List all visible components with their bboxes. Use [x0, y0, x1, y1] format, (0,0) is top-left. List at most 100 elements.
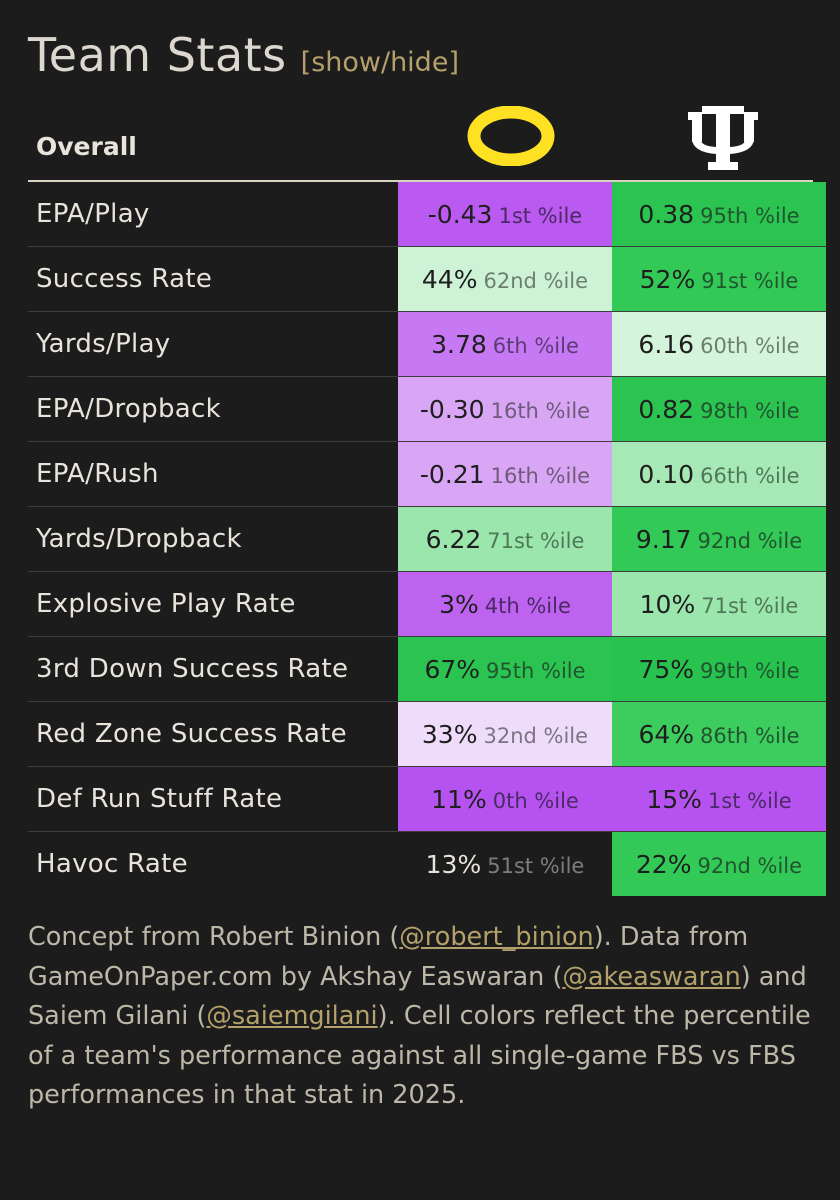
- stats-table: EPA/Play -0.43 1st %ile 0.38 95th %ile Succes…: [28, 182, 826, 896]
- oregon-value-cell: 6.22 71st %ile: [398, 506, 612, 572]
- indiana-value-cell: 0.38 95th %ile: [612, 182, 826, 247]
- oregon-o-logo: [467, 106, 555, 166]
- oregon-value-cell: 3% 4th %ile: [398, 571, 612, 637]
- oregon-value-cell: 3.78 6th %ile: [398, 311, 612, 377]
- stat-value: -0.30: [419, 394, 485, 424]
- show-hide-toggle[interactable]: [show/hide]: [301, 47, 459, 78]
- stat-value: 10%: [639, 589, 696, 619]
- stat-name: EPA/Rush: [28, 441, 398, 507]
- indiana-value-cell: 10% 71st %ile: [612, 571, 826, 637]
- stat-value: 67%: [424, 654, 481, 684]
- indiana-value-cell: 9.17 92nd %ile: [612, 506, 826, 572]
- table-row: 3rd Down Success Rate 67% 95th %ile 75% 99th…: [28, 636, 826, 702]
- footer-note: Concept from Robert Binion (@robert_bini…: [28, 918, 813, 1116]
- indiana-value-cell: 64% 86th %ile: [612, 701, 826, 767]
- table-header: Overall: [28, 100, 813, 180]
- percentile-label: 95th %ile: [486, 658, 586, 683]
- percentile-label: 1st %ile: [498, 203, 583, 228]
- header-divider: [28, 180, 813, 182]
- stat-name: EPA/Dropback: [28, 376, 398, 442]
- stat-name: Def Run Stuff Rate: [28, 766, 398, 832]
- indiana-value-cell: 52% 91st %ile: [612, 246, 826, 312]
- percentile-label: 16th %ile: [490, 463, 591, 488]
- oregon-value-cell: 67% 95th %ile: [398, 636, 612, 702]
- stat-value: 0.38: [638, 199, 695, 229]
- percentile-label: 62nd %ile: [483, 268, 589, 293]
- stat-value: 9.17: [635, 524, 692, 554]
- indiana-value-cell: 22% 92nd %ile: [612, 831, 826, 896]
- indiana-value-cell: 15% 1st %ile: [612, 766, 826, 832]
- stat-name: Explosive Play Rate: [28, 571, 398, 637]
- stat-value: 6.16: [638, 329, 695, 359]
- table-row: Yards/Dropback 6.22 71st %ile 9.17 92nd %ile: [28, 506, 826, 572]
- footer-text-3: ) and Saiem Gilani (: [28, 961, 807, 1032]
- percentile-label: 71st %ile: [487, 528, 585, 553]
- title-row: Team Stats [show/hide]: [28, 28, 459, 84]
- page-title: Team Stats: [28, 28, 287, 82]
- percentile-label: 16th %ile: [490, 398, 591, 423]
- stat-value: 44%: [421, 264, 478, 294]
- table-row: EPA/Rush -0.21 16th %ile 0.10 66th %ile: [28, 441, 826, 507]
- indiana-value-cell: 75% 99th %ile: [612, 636, 826, 702]
- percentile-label: 91st %ile: [701, 268, 799, 293]
- akeaswaran-link[interactable]: @akeaswaran: [562, 961, 741, 992]
- oregon-value-cell: 44% 62nd %ile: [398, 246, 612, 312]
- toggle-open-bracket: [: [300, 47, 312, 78]
- table-row: Havoc Rate 13% 51st %ile 22% 92nd %ile: [28, 831, 826, 896]
- oregon-value-cell: -0.43 1st %ile: [398, 182, 612, 247]
- percentile-label: 51st %ile: [487, 853, 585, 878]
- table-row: Yards/Play 3.78 6th %ile 6.16 60th %ile: [28, 311, 826, 377]
- stat-name: 3rd Down Success Rate: [28, 636, 398, 702]
- footer-text-2: ). Data from GameOnPaper.com by Akshay E…: [28, 922, 749, 992]
- stat-value: 64%: [638, 719, 695, 749]
- indiana-value-cell: 0.10 66th %ile: [612, 441, 826, 507]
- stat-value: 13%: [425, 849, 482, 879]
- percentile-label: 92nd %ile: [697, 853, 803, 878]
- percentile-label: 95th %ile: [700, 203, 800, 228]
- indiana-value-cell: 6.16 60th %ile: [612, 311, 826, 377]
- percentile-label: 60th %ile: [700, 333, 800, 358]
- percentile-label: 86th %ile: [700, 723, 800, 748]
- table-row: Red Zone Success Rate 33% 32nd %ile 64% 86th…: [28, 701, 826, 767]
- percentile-label: 1st %ile: [707, 788, 792, 813]
- indiana-value-cell: 0.82 98th %ile: [612, 376, 826, 442]
- footer-text-4: ). Cell colors reflect the percentile of…: [28, 1001, 811, 1111]
- stat-value: 0.82: [638, 394, 695, 424]
- oregon-value-cell: -0.30 16th %ile: [398, 376, 612, 442]
- percentile-label: 32nd %ile: [483, 723, 589, 748]
- stat-name: Yards/Play: [28, 311, 398, 377]
- stats-table-body: EPA/Play -0.43 1st %ile 0.38 95th %ile Succes…: [28, 182, 826, 896]
- percentile-label: 71st %ile: [701, 593, 799, 618]
- stat-value: -0.21: [419, 459, 485, 489]
- footer-text-1: Concept from Robert Binion (: [28, 922, 400, 952]
- indiana-iu-logo: [688, 106, 758, 170]
- table-row: EPA/Play -0.43 1st %ile 0.38 95th %ile: [28, 182, 826, 247]
- stat-value: 15%: [646, 784, 702, 814]
- stat-value: 6.22: [425, 524, 482, 554]
- percentile-label: 0th %ile: [492, 788, 579, 813]
- table-row: Explosive Play Rate 3% 4th %ile 10% 71st %il…: [28, 571, 826, 637]
- stat-value: 11%: [431, 784, 487, 814]
- toggle-close-bracket: ]: [448, 47, 459, 78]
- stat-value: 3%: [439, 589, 479, 619]
- oregon-value-cell: 33% 32nd %ile: [398, 701, 612, 767]
- section-label: Overall: [36, 132, 137, 161]
- stat-name: EPA/Play: [28, 182, 398, 247]
- oregon-value-cell: 13% 51st %ile: [398, 831, 612, 896]
- saiemgilani-link[interactable]: @saiemgilani: [206, 1001, 378, 1032]
- stat-value: -0.43: [427, 199, 493, 229]
- stat-value: 0.10: [638, 459, 695, 489]
- robert-binion-link[interactable]: @robert_binion: [399, 922, 594, 952]
- stat-name: Red Zone Success Rate: [28, 701, 398, 767]
- stat-name: Havoc Rate: [36, 849, 188, 879]
- toggle-label[interactable]: show/hide: [311, 47, 449, 78]
- stat-value: 22%: [635, 849, 692, 879]
- percentile-label: 99th %ile: [700, 658, 800, 683]
- oregon-value-cell: -0.21 16th %ile: [398, 441, 612, 507]
- table-row: Def Run Stuff Rate 11% 0th %ile 15% 1st %ile: [28, 766, 826, 832]
- stat-value: 52%: [639, 264, 696, 294]
- percentile-label: 66th %ile: [700, 463, 800, 488]
- percentile-label: 6th %ile: [492, 333, 579, 358]
- percentile-label: 4th %ile: [484, 593, 571, 618]
